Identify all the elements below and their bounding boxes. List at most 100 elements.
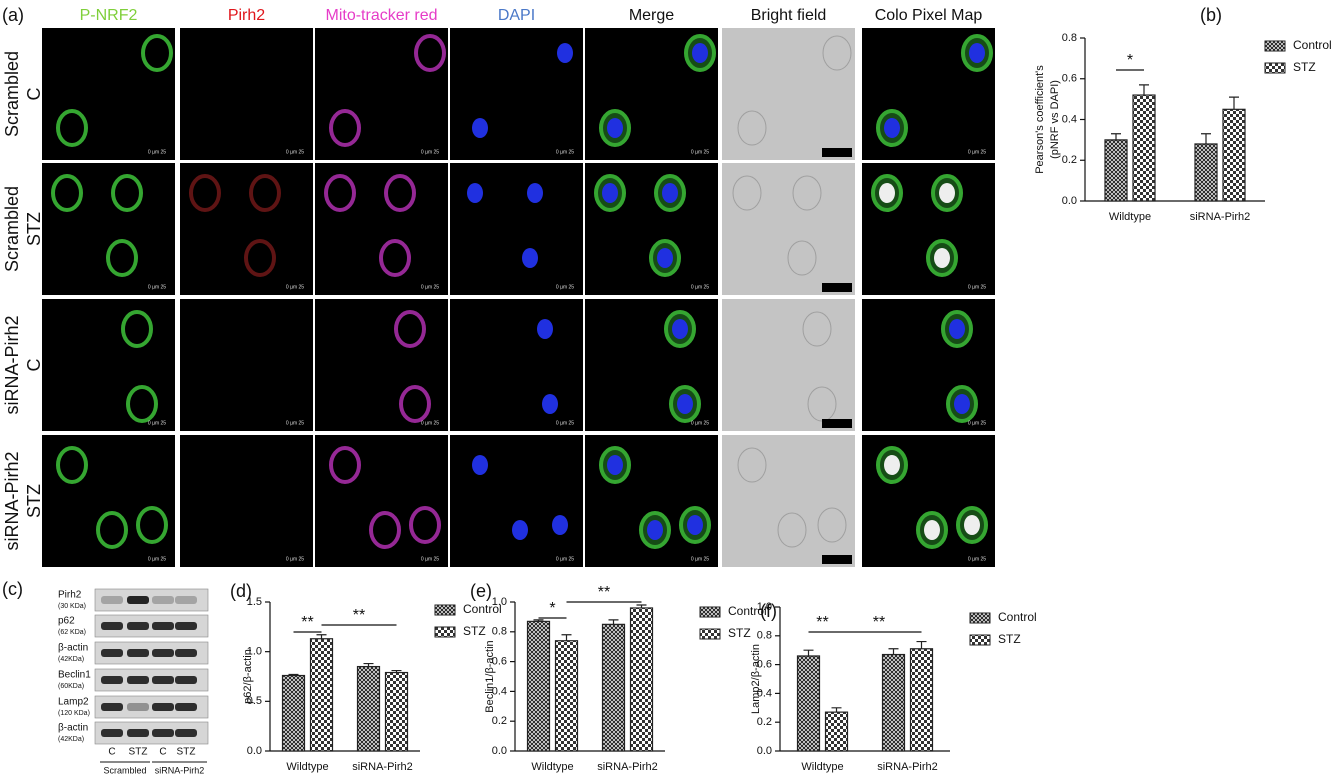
column-header: Mito-tracker red bbox=[325, 7, 437, 24]
y-tick-label: 0.0 bbox=[492, 745, 507, 757]
error-bar bbox=[636, 604, 647, 608]
legend-swatch bbox=[1264, 40, 1286, 52]
bar bbox=[356, 665, 381, 752]
significance-label: * bbox=[549, 600, 555, 617]
blot-band bbox=[175, 729, 197, 737]
cell bbox=[369, 511, 401, 549]
scale-label: 0 µm 25 bbox=[421, 284, 439, 290]
scale-label: 0 µm 25 bbox=[148, 149, 166, 155]
nucleus bbox=[672, 319, 688, 339]
x-tick-label: siRNA-Pirh2 bbox=[352, 761, 413, 773]
legend-swatch bbox=[699, 606, 721, 618]
y-axis-label: Pearson's coefficient's bbox=[1034, 65, 1046, 174]
nucleus bbox=[879, 183, 895, 203]
bar bbox=[629, 607, 654, 752]
y-axis-label: p62/β-actin bbox=[242, 649, 254, 704]
y-tick-label: 1.5 bbox=[247, 596, 262, 608]
nucleus bbox=[472, 118, 488, 138]
panel-label: (e) bbox=[470, 581, 492, 601]
nucleus bbox=[677, 394, 693, 414]
blot-band bbox=[175, 703, 197, 711]
cell bbox=[384, 174, 416, 212]
nucleus bbox=[537, 319, 553, 339]
blot-band bbox=[101, 703, 123, 711]
nucleus bbox=[557, 43, 573, 63]
scale-label: 0 µm 25 bbox=[286, 420, 304, 426]
column-header: P-NRF2 bbox=[80, 7, 138, 24]
nucleus bbox=[522, 248, 538, 268]
row-label: C bbox=[24, 359, 44, 372]
blot-band bbox=[152, 596, 174, 604]
error-bar bbox=[391, 669, 402, 673]
y-tick-label: 0.0 bbox=[247, 745, 262, 757]
micrograph bbox=[450, 299, 583, 431]
protein-weight: (42KDa) bbox=[58, 656, 84, 663]
micrograph bbox=[180, 299, 313, 431]
y-tick-label: 0.6 bbox=[492, 656, 507, 668]
nucleus bbox=[602, 183, 618, 203]
bar bbox=[824, 711, 849, 752]
x-tick-label: siRNA-Pirh2 bbox=[597, 761, 658, 773]
y-tick-label: 0.8 bbox=[492, 626, 507, 638]
y-tick-label: 0.2 bbox=[757, 716, 772, 728]
cell bbox=[802, 311, 832, 347]
legend-swatch bbox=[699, 628, 721, 640]
legend-swatch bbox=[1264, 62, 1286, 74]
blot-band bbox=[175, 676, 197, 684]
blot-band bbox=[127, 729, 149, 737]
bar bbox=[526, 620, 551, 752]
scale-label: 0 µm 25 bbox=[691, 556, 709, 562]
scale-label: 0 µm 25 bbox=[556, 284, 574, 290]
legend-label: Control bbox=[728, 604, 767, 618]
scale-label: 0 µm 25 bbox=[556, 149, 574, 155]
blot-band bbox=[127, 649, 149, 657]
error-bar bbox=[916, 640, 927, 649]
cell bbox=[817, 507, 847, 543]
nucleus bbox=[924, 520, 940, 540]
bar bbox=[281, 674, 306, 752]
cell bbox=[111, 174, 143, 212]
blot-band bbox=[127, 622, 149, 630]
y-tick-label: 0.6 bbox=[1062, 73, 1077, 85]
legend-swatch bbox=[969, 634, 991, 646]
bar bbox=[881, 653, 906, 752]
row-label: siRNA-Pirh2 bbox=[2, 315, 22, 414]
bar bbox=[1222, 108, 1246, 202]
legend-swatch bbox=[434, 626, 456, 638]
blot-band bbox=[152, 703, 174, 711]
blot-band bbox=[127, 676, 149, 684]
legend-swatch bbox=[434, 604, 456, 616]
cell bbox=[329, 446, 361, 484]
legend-label: STZ bbox=[1293, 60, 1316, 74]
cell bbox=[249, 174, 281, 212]
nucleus bbox=[954, 394, 970, 414]
cell bbox=[394, 310, 426, 348]
y-tick-label: 1.0 bbox=[757, 601, 772, 613]
cell bbox=[737, 447, 767, 483]
blot-strip bbox=[94, 721, 209, 745]
nucleus bbox=[687, 515, 703, 535]
legend-label: Control bbox=[998, 610, 1037, 624]
y-tick-label: 0.2 bbox=[1062, 154, 1077, 166]
scale-label: 0 µm 25 bbox=[968, 556, 986, 562]
nucleus bbox=[884, 455, 900, 475]
cell bbox=[56, 109, 88, 147]
protein-label: Beclin1 bbox=[58, 670, 91, 681]
column-header: Merge bbox=[629, 7, 674, 24]
lane-label: STZ bbox=[129, 747, 148, 758]
blot-strip bbox=[94, 614, 209, 638]
y-tick-label: 0.4 bbox=[1062, 113, 1077, 125]
panel-label: (f) bbox=[760, 601, 777, 621]
blot-band bbox=[101, 596, 123, 604]
legend-label: Control bbox=[1293, 38, 1332, 52]
error-bar bbox=[1229, 96, 1239, 110]
blot-strip bbox=[94, 641, 209, 665]
nucleus bbox=[934, 248, 950, 268]
significance-label: * bbox=[1127, 52, 1133, 69]
scale-label: 0 µm 25 bbox=[421, 556, 439, 562]
y-tick-label: 1.0 bbox=[247, 646, 262, 658]
scale-label: 0 µm 25 bbox=[421, 420, 439, 426]
cell bbox=[51, 174, 83, 212]
row-label: Scrambled bbox=[2, 51, 22, 137]
legend-label: Control bbox=[463, 602, 502, 616]
